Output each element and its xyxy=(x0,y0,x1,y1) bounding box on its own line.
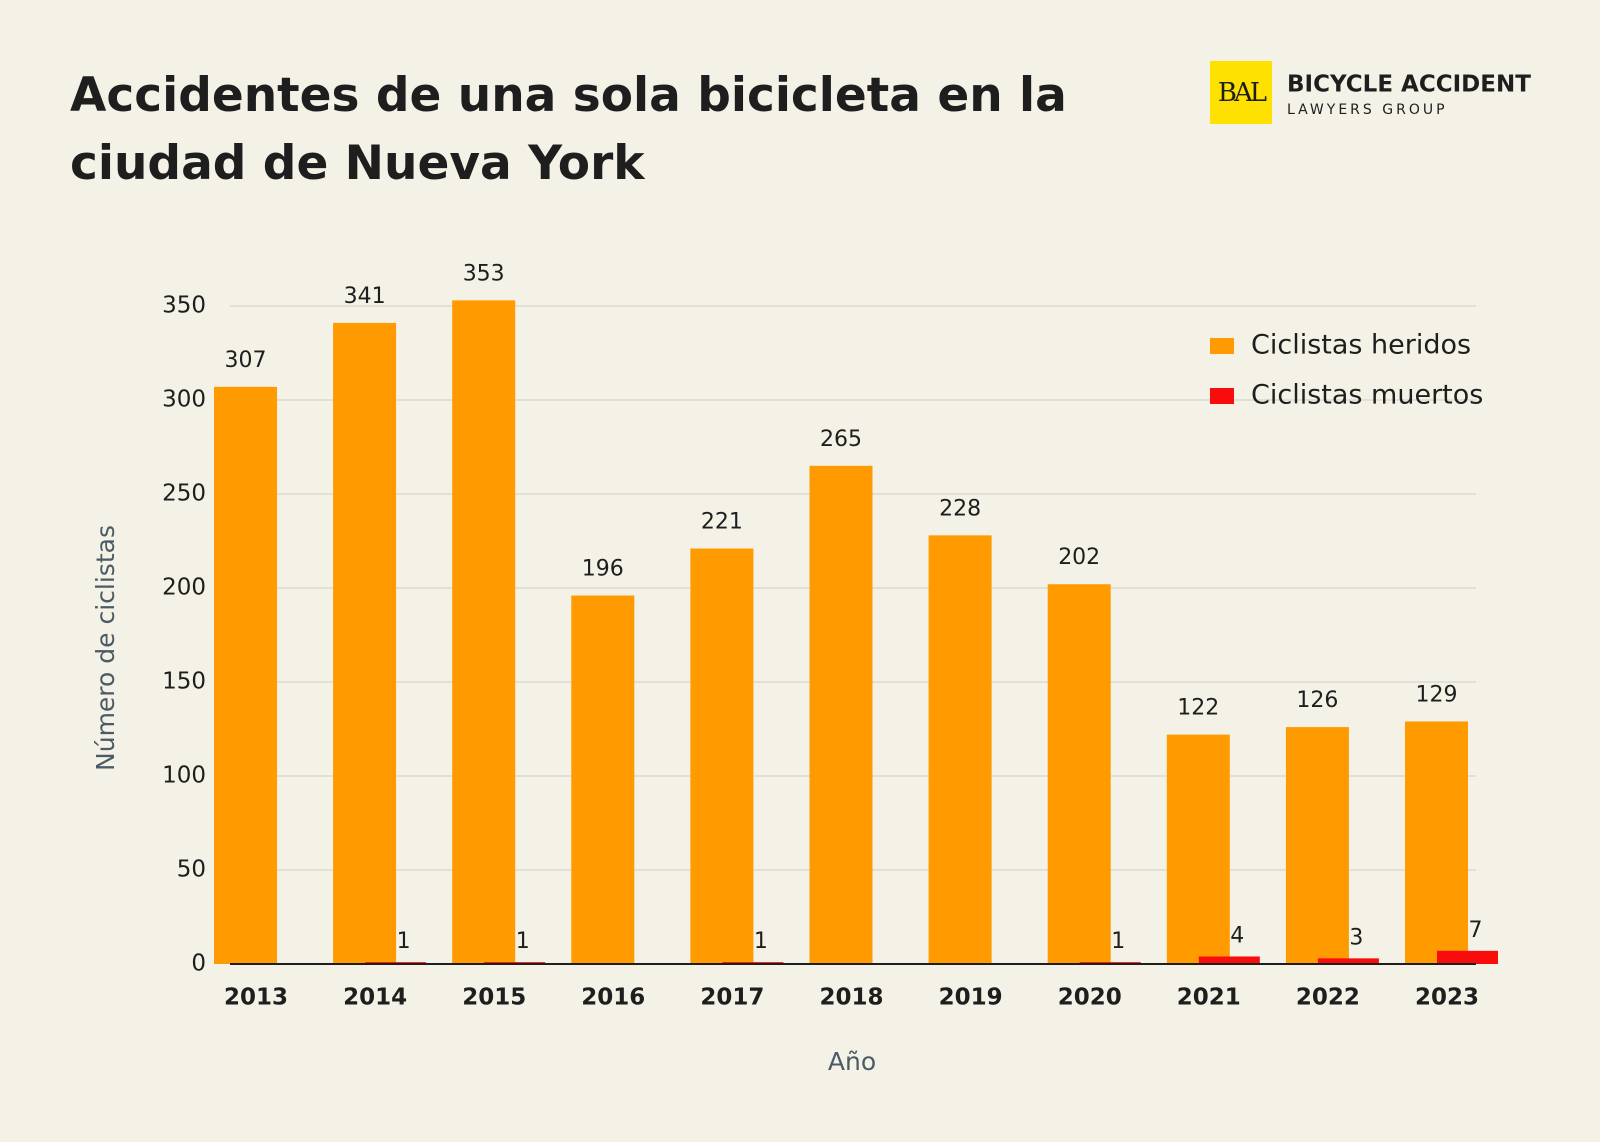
value-label: 4 xyxy=(1230,923,1244,948)
x-tick-label: 2017 xyxy=(700,985,764,1011)
chart-title: Accidentes de una sola bicicleta en la c… xyxy=(70,68,1067,191)
bar xyxy=(333,322,397,964)
value-label: 1 xyxy=(754,929,768,954)
value-label: 353 xyxy=(463,261,505,286)
bar xyxy=(1198,956,1260,964)
x-tick-label: 2013 xyxy=(224,985,288,1011)
bar xyxy=(1405,721,1468,964)
x-tick-label: 2022 xyxy=(1296,985,1360,1011)
x-tick-label: 2023 xyxy=(1415,985,1479,1011)
value-label: 228 xyxy=(939,496,981,521)
value-label: 7 xyxy=(1469,918,1483,943)
x-tick-label: 2020 xyxy=(1058,985,1122,1011)
y-tick-label: 100 xyxy=(162,763,206,789)
y-tick-label: 150 xyxy=(162,669,206,695)
legend-swatch xyxy=(1210,388,1234,404)
bar xyxy=(452,300,516,964)
value-label: 3 xyxy=(1349,925,1363,950)
y-axis-label: Número de ciclistas xyxy=(91,525,120,771)
value-label: 307 xyxy=(225,348,267,373)
logo-box xyxy=(1210,61,1272,124)
y-tick-label: 0 xyxy=(191,951,206,977)
value-label: 122 xyxy=(1177,696,1219,721)
bar xyxy=(1437,950,1498,964)
logo-tagline: LAWYERS GROUP xyxy=(1287,102,1448,118)
x-tick-label: 2014 xyxy=(343,985,407,1011)
logo-mark: BAL xyxy=(1218,78,1267,108)
y-tick-label: 300 xyxy=(162,387,206,413)
bar xyxy=(1317,958,1379,964)
bar xyxy=(928,535,992,964)
x-tick-label: 2018 xyxy=(819,985,883,1011)
bar xyxy=(809,465,873,964)
value-label: 221 xyxy=(701,510,743,535)
value-label: 126 xyxy=(1296,688,1338,713)
y-tick-label: 50 xyxy=(177,857,206,883)
value-label: 202 xyxy=(1058,545,1100,570)
value-label: 1 xyxy=(516,929,530,954)
value-label: 196 xyxy=(582,557,624,582)
bar xyxy=(214,386,277,965)
bar xyxy=(690,548,754,964)
bar xyxy=(1285,727,1349,964)
value-label: 265 xyxy=(820,427,862,452)
y-tick-label: 350 xyxy=(162,293,206,319)
x-tick-label: 2019 xyxy=(939,985,1003,1011)
value-label: 1 xyxy=(397,929,411,954)
y-tick-label: 200 xyxy=(162,575,206,601)
legend-swatch xyxy=(1210,338,1234,354)
x-axis-label: Año xyxy=(828,1047,876,1076)
value-label: 341 xyxy=(344,284,386,309)
x-tick-label: 2021 xyxy=(1177,985,1241,1011)
x-tick-label: 2015 xyxy=(462,985,526,1011)
value-label: 129 xyxy=(1416,682,1458,707)
logo-name: BICYCLE ACCIDENT xyxy=(1287,72,1531,98)
bar xyxy=(571,595,635,964)
bar xyxy=(1047,584,1111,964)
bar xyxy=(1166,734,1230,964)
x-tick-label: 2016 xyxy=(581,985,645,1011)
value-label: 1 xyxy=(1111,929,1125,954)
legend-label: Ciclistas heridos xyxy=(1251,330,1471,361)
y-tick-label: 250 xyxy=(162,481,206,507)
legend-label: Ciclistas muertos xyxy=(1251,380,1483,411)
